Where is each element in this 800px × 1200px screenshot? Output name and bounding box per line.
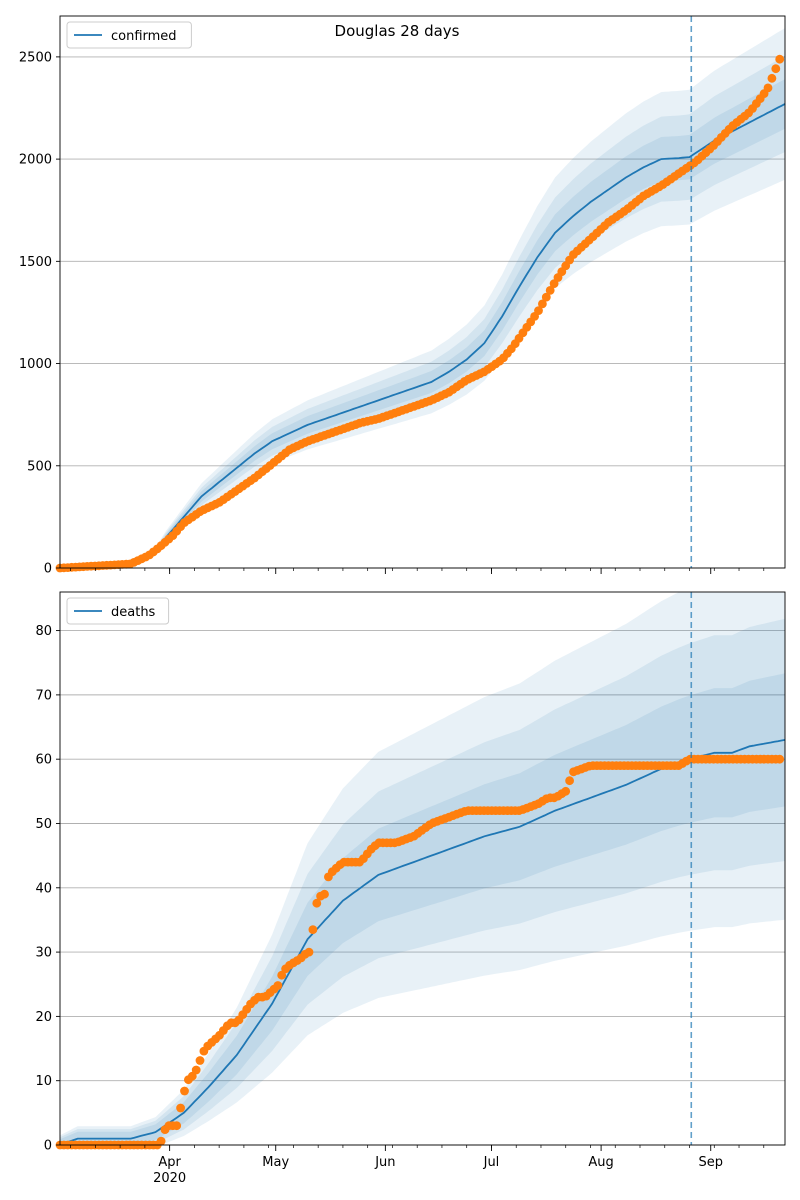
observed-point (561, 786, 571, 796)
legend-box (66, 21, 192, 49)
observed-point (195, 1056, 205, 1065)
uncertainty-band-3 (60, 79, 785, 568)
x-tick-label: Jul (483, 1155, 500, 1170)
observed-point (308, 925, 318, 934)
observed-point (277, 970, 287, 980)
observed-point (156, 1136, 166, 1146)
legend-label: deaths (111, 605, 156, 620)
y-tick-label: 2000 (19, 153, 52, 168)
figure-title: Douglas 28 days (335, 22, 460, 40)
y-tick-label: 10 (35, 1074, 52, 1089)
y-tick-label: 80 (35, 624, 52, 639)
observed-point (191, 1065, 201, 1075)
observed-point (775, 54, 785, 64)
uncertainty-band-3 (60, 673, 785, 1145)
observed-point (176, 1103, 186, 1113)
y-tick-label: 50 (35, 817, 52, 832)
observed-point (312, 898, 322, 908)
x-tick-label: Jun (374, 1155, 395, 1170)
axes-frame (59, 591, 786, 1146)
y-tick-label: 500 (27, 459, 52, 474)
observed-point (538, 299, 547, 309)
x-tick-label: May (262, 1155, 289, 1170)
observed-point (763, 83, 773, 93)
y-tick-label: 40 (35, 881, 52, 896)
y-tick-label: 2500 (19, 50, 52, 65)
observed-point (304, 947, 314, 957)
legend-box (66, 597, 170, 625)
observed-point (771, 64, 781, 74)
y-tick-label: 60 (35, 753, 52, 768)
observed-points (55, 754, 785, 1150)
observed-point (775, 754, 785, 764)
observed-point (541, 292, 551, 302)
uncertainty-band-1 (60, 28, 785, 568)
observed-point (320, 889, 329, 899)
y-tick-label: 30 (35, 946, 52, 961)
x-tick-label: Aug (588, 1155, 613, 1170)
y-tick-label: 0 (44, 562, 52, 577)
y-tick-label: 0 (44, 1139, 52, 1154)
x-tick-label: Apr (158, 1155, 181, 1170)
axes-frame (59, 15, 786, 569)
observed-point (172, 1121, 182, 1131)
y-tick-label: 70 (35, 688, 52, 703)
uncertainty-band-2 (60, 618, 785, 1145)
y-tick-label: 1500 (19, 255, 52, 270)
observed-point (545, 286, 555, 295)
uncertainty-band-1 (60, 592, 785, 1145)
observed-points (55, 54, 785, 573)
x-tick-label: Sep (698, 1155, 723, 1170)
observed-point (767, 73, 777, 83)
confirmed-panel: 0 500 1000 1500 2000 2500 confirmed (19, 15, 786, 577)
x-tick-sublabel: 2020 (153, 1171, 186, 1186)
y-tick-label: 1000 (19, 357, 52, 372)
observed-point (273, 981, 283, 990)
observed-point (534, 306, 543, 315)
y-tick-label: 20 (35, 1010, 52, 1025)
observed-point (180, 1086, 189, 1096)
uncertainty-band-2 (60, 55, 785, 568)
legend-label: confirmed (111, 29, 177, 44)
observed-point (565, 776, 574, 786)
